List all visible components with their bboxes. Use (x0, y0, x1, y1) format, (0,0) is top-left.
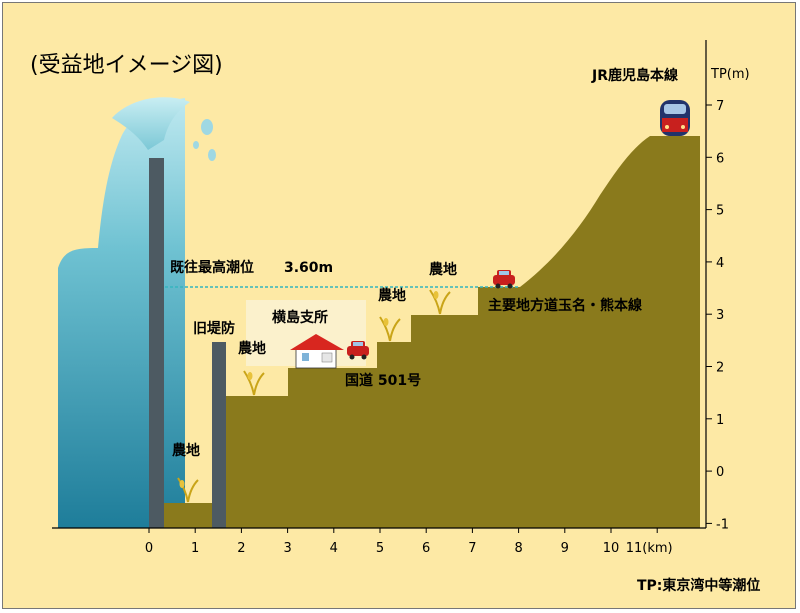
y-axis-tick-label: 6 (716, 151, 724, 166)
land-profile (164, 136, 700, 528)
farm-label: 農地 (378, 287, 406, 304)
y-axis-tick-label: 7 (716, 99, 724, 114)
wave-crest (112, 97, 190, 150)
house-icon (290, 334, 344, 369)
branch-office-label: 横島支所 (272, 309, 328, 326)
diagram-title: (受益地イメージ図) (30, 53, 223, 78)
train-icon (660, 100, 690, 136)
x-axis-tick-label: 9 (561, 541, 569, 556)
farm-label: 農地 (172, 442, 200, 459)
y-axis-tick-label: -1 (716, 517, 729, 532)
x-axis-tick-label: 5 (376, 541, 384, 556)
x-axis-tick-label: 6 (422, 541, 430, 556)
national-road-label: 国道 501号 (345, 372, 421, 389)
jr-line-label: JR鹿児島本線 (591, 67, 678, 84)
x-axis-tick-label: 7 (468, 541, 476, 556)
y-axis-tick-label: 5 (716, 204, 724, 219)
prefectural-road-label: 主要地方道玉名・熊本線 (488, 297, 642, 314)
y-axis-tick-label: 4 (716, 256, 724, 271)
rice-plant-icon (177, 477, 199, 503)
footnote: TP:東京湾中等潮位 (637, 577, 760, 594)
wave-droplet (201, 119, 213, 135)
old-levee-label: 旧堤防 (193, 320, 235, 337)
max-tide-value: 3.60m (284, 260, 333, 276)
x-axis-tick-label: 4 (330, 541, 338, 556)
y-axis-tick-label: 1 (716, 413, 724, 428)
x-axis-tick-label: 0 (145, 541, 153, 556)
x-axis-tick-label: 3 (283, 541, 291, 556)
y-axis-tick-label: 0 (716, 465, 724, 480)
car-icon-prefectural-road (493, 270, 515, 289)
y-axis-tick-label: 2 (716, 361, 724, 376)
rice-plant-icon (429, 289, 451, 315)
car-icon-national-road (347, 341, 369, 360)
farm-label: 農地 (429, 261, 457, 278)
y-axis-tick-label: 3 (716, 308, 724, 323)
x-axis-tick-label: 11(km) (626, 541, 673, 556)
wave-droplet (208, 149, 216, 161)
rice-plant-icon (379, 316, 401, 342)
farm-label: 農地 (238, 340, 266, 357)
y-axis-unit-label: TP(m) (710, 67, 750, 82)
rice-plant-icon (243, 370, 265, 396)
wave-droplet (193, 141, 199, 149)
sea-water (58, 98, 185, 528)
x-axis-tick-label: 2 (237, 541, 245, 556)
x-axis-tick-label: 8 (514, 541, 522, 556)
old-levee-wall (212, 342, 226, 528)
y-axis-ticks: 7 6 5 4 3 2 1 0 -1 (706, 99, 729, 532)
max-tide-label: 既往最高潮位 (170, 259, 254, 276)
x-axis-tick-label: 1 (191, 541, 199, 556)
x-axis-ticks: 0 1 2 3 4 5 6 7 8 9 10 11(km) (145, 528, 673, 556)
seawall (149, 158, 164, 528)
x-axis-tick-label: 10 (603, 541, 620, 556)
